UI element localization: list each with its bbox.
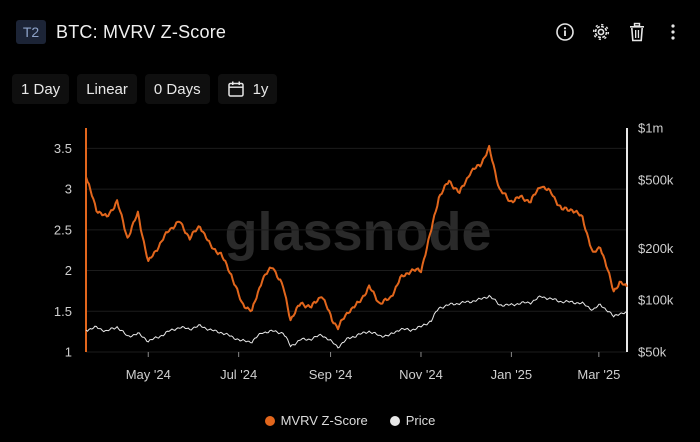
info-icon[interactable] — [554, 21, 576, 43]
calendar-icon — [227, 80, 245, 98]
right-tick-label: $500k — [638, 172, 674, 187]
chart-title: BTC: MVRV Z-Score — [56, 21, 227, 42]
more-vertical-icon[interactable] — [662, 21, 684, 43]
x-tick-label: Mar '25 — [577, 367, 620, 382]
legend-swatch-price — [389, 415, 400, 426]
right-tick-label: $1m — [638, 121, 663, 136]
legend-label-price: Price — [405, 413, 436, 428]
series-line-price — [85, 294, 628, 349]
legend-item-mvrv[interactable]: MVRV Z-Score — [264, 413, 368, 428]
right-tick-label: $50k — [638, 345, 667, 360]
date-range-label: 1y — [252, 80, 269, 98]
legend: MVRV Z-Score Price — [0, 413, 700, 428]
date-range-button[interactable]: 1y — [217, 74, 278, 104]
trash-icon[interactable] — [626, 21, 648, 43]
left-tick-label: 1.5 — [54, 304, 72, 319]
x-tick-label: Sep '24 — [309, 367, 353, 382]
left-axis-ticks: 1 1.5 2 2.5 3 3.5 — [54, 141, 72, 360]
left-tick-label: 3 — [65, 182, 72, 197]
right-axis-ticks: $50k $100k $200k $500k $1m — [638, 121, 674, 360]
x-tick-label: May '24 — [126, 367, 171, 382]
watermark: glassnode — [224, 202, 491, 262]
right-tick-label: $200k — [638, 241, 674, 256]
series-line-mvrv-z-score — [85, 144, 628, 331]
chart-toolbar: 1 Day Linear 0 Days 1y — [12, 74, 278, 104]
left-tick-label: 1 — [65, 345, 72, 360]
legend-swatch-mvrv — [264, 415, 275, 426]
mvrv-chart: glassnode 11.522.533.5 $50k$100k$200k$50… — [54, 121, 674, 383]
gear-icon[interactable] — [590, 21, 612, 43]
header-actions — [554, 21, 684, 43]
sma-button[interactable]: 0 Days — [144, 74, 210, 104]
grid-lines — [86, 147, 627, 353]
right-tick-label: $100k — [638, 293, 674, 308]
chart-header: T2 BTC: MVRV Z-Score — [16, 18, 684, 46]
left-tick-label: 2.5 — [54, 222, 72, 237]
resolution-button[interactable]: 1 Day — [12, 74, 70, 104]
left-tick-label: 3.5 — [54, 141, 72, 156]
tier-badge: T2 — [16, 20, 46, 44]
legend-item-price[interactable]: Price — [389, 413, 436, 428]
x-tick-label: Nov '24 — [399, 367, 443, 382]
x-axis-ticks: May '24 Jul '24 Sep '24 Nov '24 Jan '25 Mar '… — [126, 352, 620, 382]
x-tick-label: Jul '24 — [220, 367, 257, 382]
scale-button[interactable]: Linear — [77, 74, 137, 104]
left-tick-label: 2 — [65, 263, 72, 278]
x-tick-label: Jan '25 — [491, 367, 533, 382]
legend-label-mvrv: MVRV Z-Score — [280, 413, 368, 428]
